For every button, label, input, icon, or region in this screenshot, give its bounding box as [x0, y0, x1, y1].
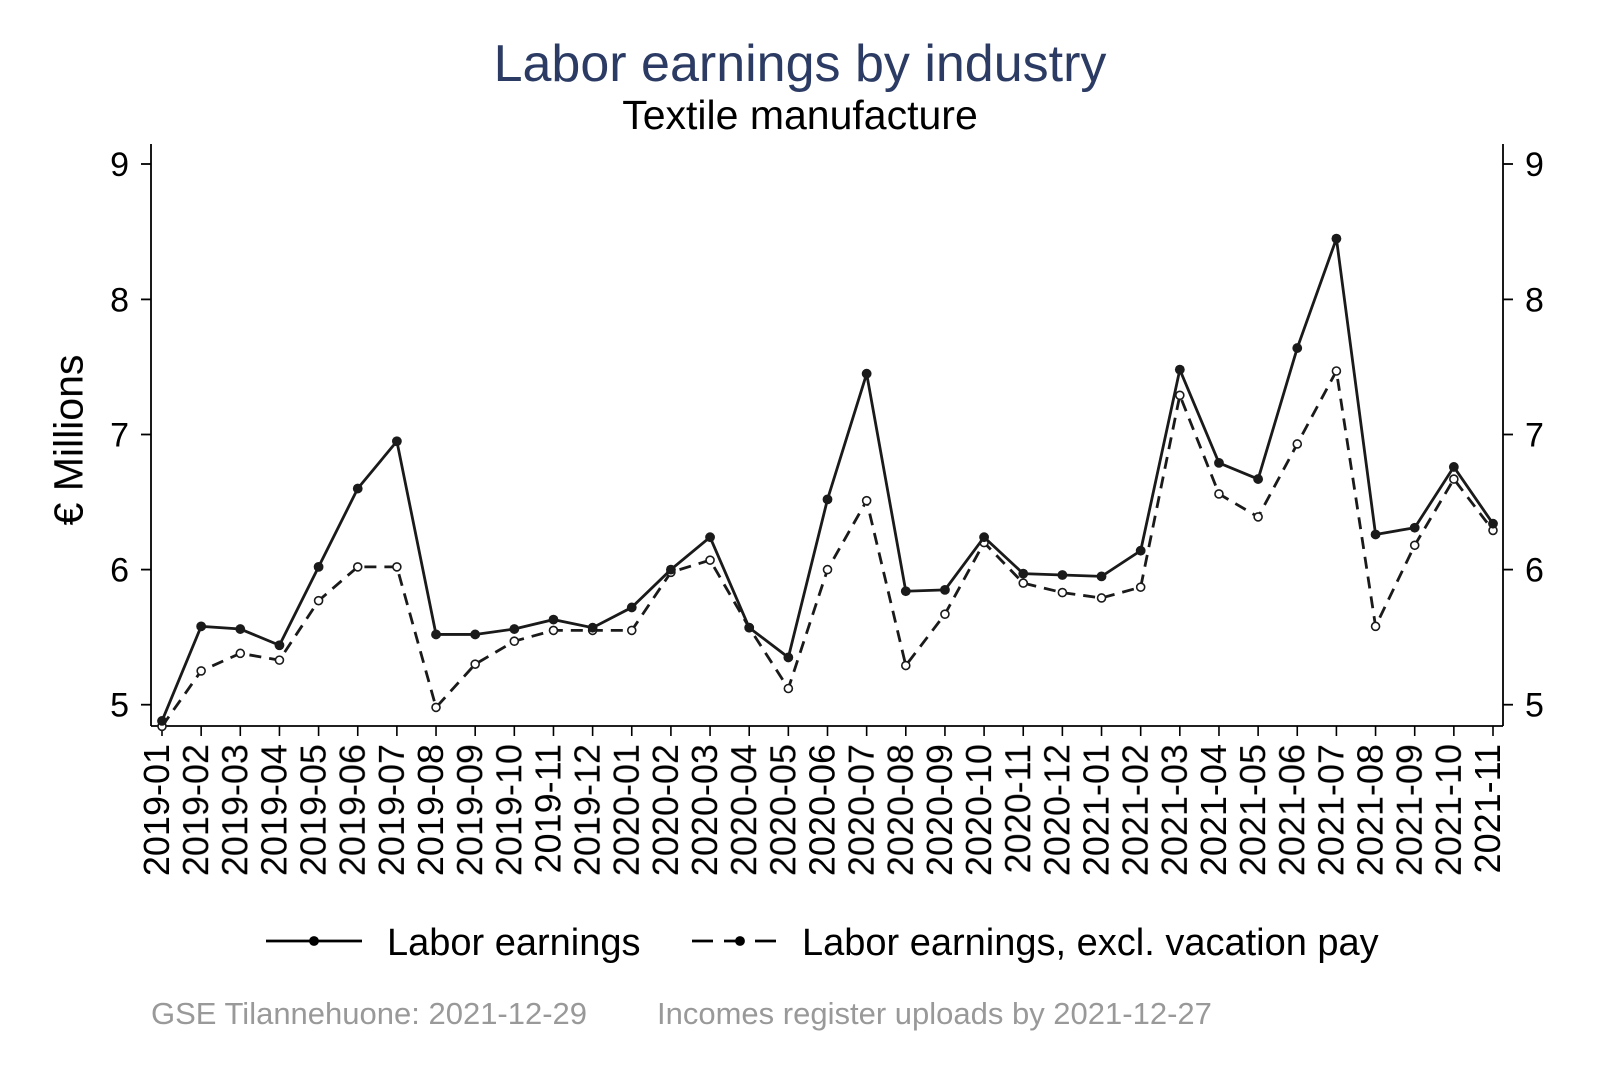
svg-text:5: 5: [1525, 687, 1544, 725]
svg-text:2019-07: 2019-07: [371, 744, 412, 876]
svg-text:2020-08: 2020-08: [880, 744, 921, 876]
svg-text:Incomes register uploads by 20: Incomes register uploads by 2021-12-27: [657, 996, 1212, 1031]
svg-text:2021-10: 2021-10: [1428, 744, 1469, 876]
svg-text:Labor earnings, excl. vacation: Labor earnings, excl. vacation pay: [802, 922, 1379, 964]
svg-text:2020-02: 2020-02: [645, 744, 686, 876]
svg-text:2019-05: 2019-05: [293, 744, 334, 876]
svg-text:2021-08: 2021-08: [1350, 744, 1391, 876]
svg-text:2019-12: 2019-12: [567, 744, 608, 876]
svg-text:7: 7: [1525, 417, 1544, 455]
svg-text:2020-11: 2020-11: [997, 744, 1038, 873]
svg-text:2019-10: 2019-10: [488, 744, 529, 876]
svg-text:2021-06: 2021-06: [1271, 744, 1312, 876]
svg-text:2020-04: 2020-04: [723, 744, 764, 876]
svg-text:2020-09: 2020-09: [919, 744, 960, 876]
svg-text:9: 9: [1525, 146, 1544, 184]
svg-text:2021-02: 2021-02: [1115, 744, 1156, 876]
svg-text:2020-10: 2020-10: [958, 744, 999, 876]
svg-text:2020-01: 2020-01: [606, 744, 647, 876]
svg-text:6: 6: [110, 552, 129, 590]
svg-text:2021-04: 2021-04: [1193, 744, 1234, 876]
svg-text:2020-03: 2020-03: [684, 744, 725, 876]
svg-text:6: 6: [1525, 552, 1544, 590]
svg-text:8: 8: [1525, 281, 1544, 319]
svg-text:Labor earnings: Labor earnings: [387, 922, 641, 964]
svg-text:2019-06: 2019-06: [332, 744, 373, 876]
svg-text:2019-04: 2019-04: [253, 744, 294, 876]
svg-text:2020-07: 2020-07: [841, 744, 882, 876]
svg-text:8: 8: [110, 281, 129, 319]
svg-text:2019-03: 2019-03: [214, 744, 255, 876]
svg-text:2021-07: 2021-07: [1310, 744, 1351, 876]
svg-text:2021-05: 2021-05: [1232, 744, 1273, 876]
svg-text:2021-03: 2021-03: [1154, 744, 1195, 876]
svg-text:2021-11: 2021-11: [1467, 744, 1508, 873]
svg-text:2020-12: 2020-12: [1036, 744, 1077, 876]
svg-text:2019-08: 2019-08: [410, 744, 451, 876]
svg-text:2021-01: 2021-01: [1076, 744, 1117, 876]
svg-text:7: 7: [110, 417, 129, 455]
svg-text:2019-01: 2019-01: [136, 744, 177, 876]
svg-text:GSE Tilannehuone: 2021-12-29: GSE Tilannehuone: 2021-12-29: [151, 996, 587, 1031]
svg-text:2019-09: 2019-09: [449, 744, 490, 876]
svg-text:5: 5: [110, 687, 129, 725]
svg-text:9: 9: [110, 146, 129, 184]
svg-text:2019-02: 2019-02: [175, 744, 216, 876]
svg-text:2021-09: 2021-09: [1389, 744, 1430, 876]
svg-text:2020-06: 2020-06: [802, 744, 843, 876]
svg-text:2020-05: 2020-05: [762, 744, 803, 876]
svg-text:2019-11: 2019-11: [527, 744, 568, 873]
